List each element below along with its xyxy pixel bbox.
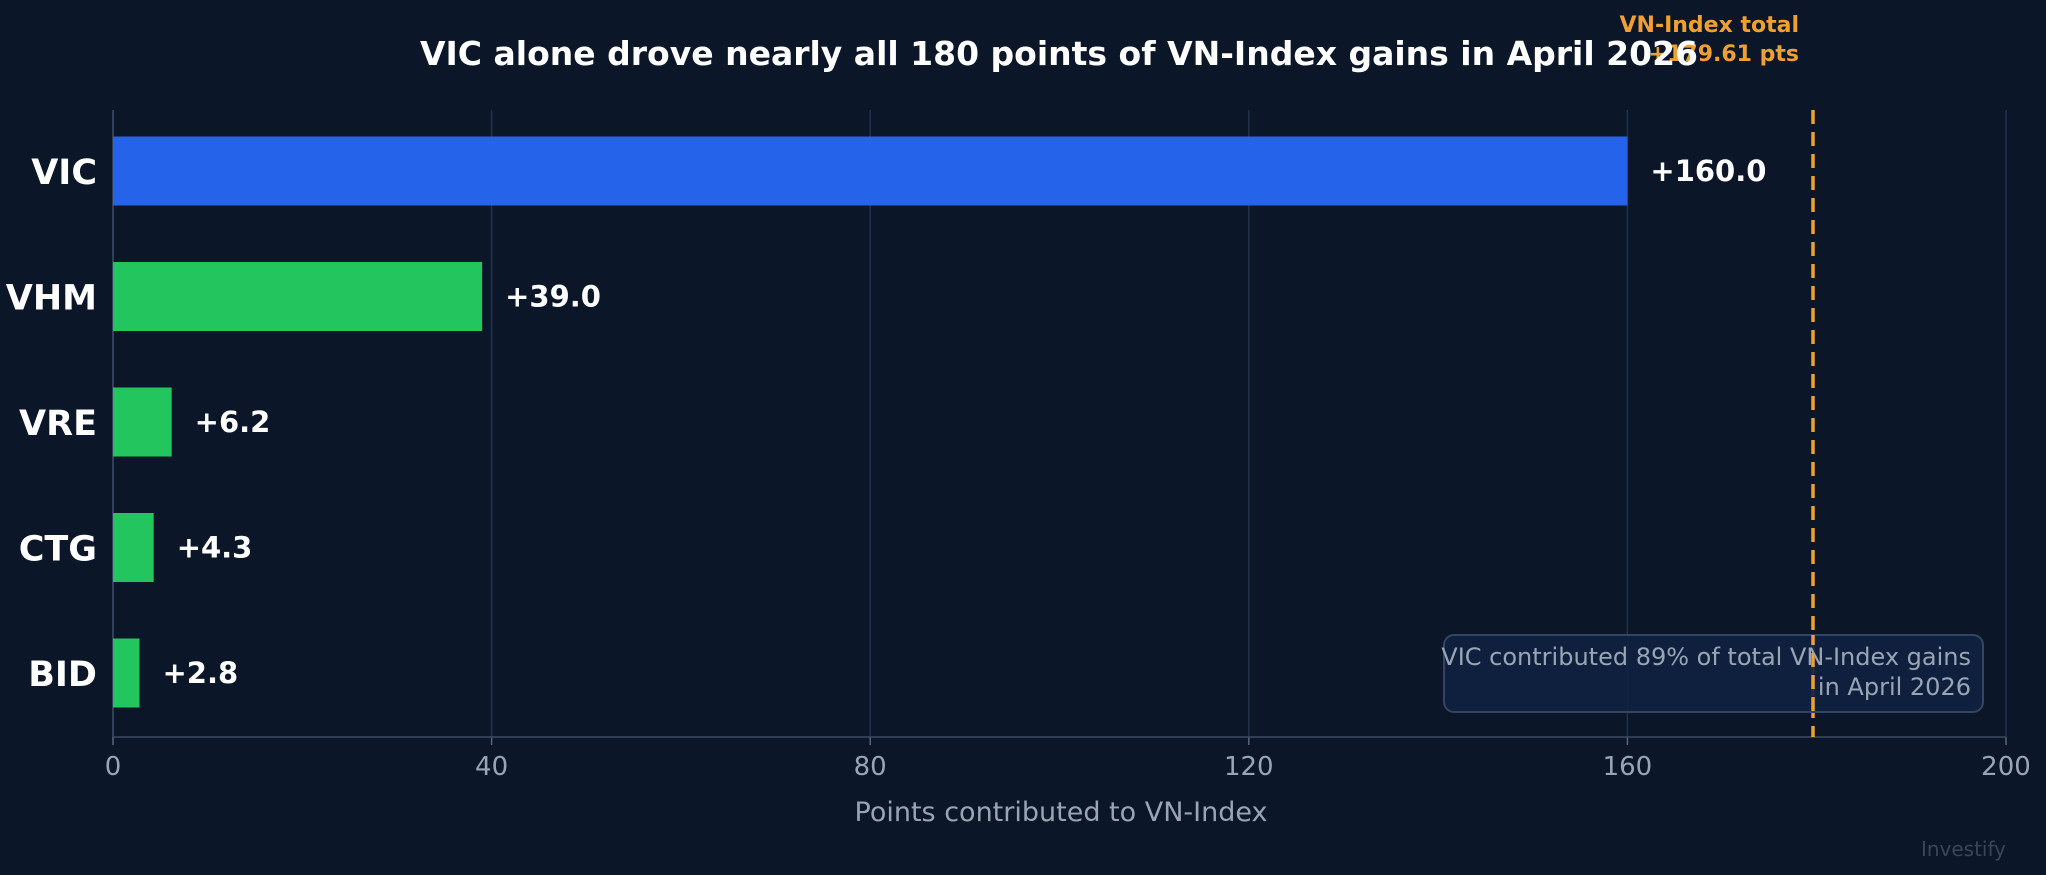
x-tick-label: 120 [1224,752,1274,782]
x-tick-label: 40 [475,752,508,782]
category-label-vhm: VHM [6,279,97,319]
annotation-group: VIC contributed 89% of total VN-Index ga… [1441,634,1984,713]
bar-bid [113,638,140,708]
value-label-ctg: +4.3 [177,531,253,565]
x-tick-label: 200 [1981,752,2031,782]
bar-vre [113,387,172,457]
x-tick-label: 160 [1603,752,1653,782]
category-label-vre: VRE [19,404,97,444]
bar-vic [113,136,1628,206]
watermark-text: Investify [1921,837,2006,861]
x-axis-title: Points contributed to VN-Index [855,797,1268,828]
x-tick-label: 0 [105,752,122,782]
value-label-vic: +160.0 [1650,154,1766,188]
value-label-vre: +6.2 [195,405,271,439]
x-tick-label: 80 [854,752,887,782]
category-label-ctg: CTG [19,530,97,570]
bar-ctg [113,513,154,582]
category-label-vic: VIC [31,153,97,193]
annotation-box [1443,634,1984,713]
reference-label-line: +179.61 pts [1649,42,1799,67]
reference-line-group: VN-Index total +179.61 pts [1620,13,1815,737]
axes: 0 40 80 120 160 200 [105,110,2031,782]
bar-vhm [113,262,483,331]
bars: VIC +160.0 VHM +39.0 VRE +6.2 CTG +4.3 BID +2.8 [6,136,1766,708]
category-label-bid: BID [28,655,97,695]
value-label-vhm: +39.0 [505,280,601,314]
chart-title: VIC alone drove nearly all 180 points of… [420,34,1698,73]
annotation-text-line: VIC contributed 89% of total VN-Index ga… [1441,643,1971,671]
value-label-bid: +2.8 [163,656,239,690]
annotation-text-line: in April 2026 [1818,673,1971,701]
reference-label-line: VN-Index total [1620,13,1799,38]
